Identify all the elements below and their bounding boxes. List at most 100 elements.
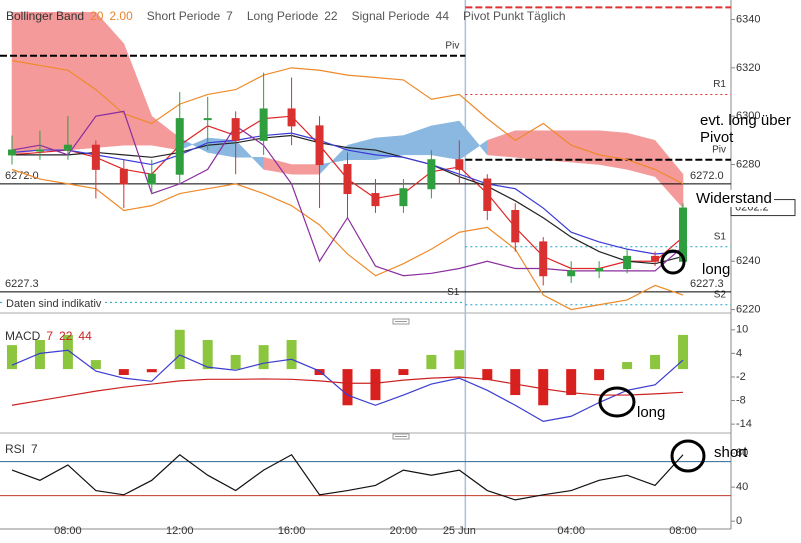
y-tick-label: 0 bbox=[736, 515, 742, 527]
candle-body bbox=[623, 255, 632, 269]
y-tick-label: 40 bbox=[736, 481, 748, 493]
candle-body bbox=[511, 209, 520, 243]
annotation: long bbox=[637, 404, 666, 421]
candle-body bbox=[483, 178, 492, 211]
histogram-bar bbox=[6, 345, 17, 370]
x-tick-label: 12:00 bbox=[166, 525, 194, 537]
candle-body bbox=[7, 149, 16, 156]
y-tick-label: 80 bbox=[736, 447, 748, 459]
y-tick-label: 4 bbox=[736, 347, 742, 359]
candle-body bbox=[455, 159, 464, 170]
legend-name: Pivot Punkt Täglich bbox=[463, 9, 566, 23]
cloud-segment bbox=[598, 130, 628, 170]
candle-body bbox=[651, 255, 660, 262]
histogram-bar bbox=[482, 369, 493, 381]
candle-body bbox=[35, 149, 44, 152]
annotation-circle bbox=[598, 386, 636, 418]
x-tick-label: 08:00 bbox=[54, 525, 82, 537]
legend-name: Signal Periode bbox=[351, 9, 430, 23]
candle-body bbox=[343, 164, 352, 195]
legend-item: Short Periode 7 bbox=[147, 9, 233, 23]
level-label: 6272.0 bbox=[5, 170, 39, 182]
histogram-bar bbox=[174, 329, 185, 370]
panel-title: MACD bbox=[5, 329, 41, 343]
level-label: R1 bbox=[713, 79, 726, 90]
legend-name: Short Periode bbox=[146, 9, 221, 23]
legend-param: 44 bbox=[435, 9, 450, 23]
legend-param: 22 bbox=[324, 9, 338, 23]
level-label: S2 bbox=[714, 289, 727, 300]
candle-body bbox=[371, 193, 380, 207]
y-tick-label: 6240 bbox=[736, 255, 760, 267]
indicator-line bbox=[11, 376, 684, 406]
legend-item: Bollinger Band 20 2.00 bbox=[6, 9, 133, 23]
panel-title: RSI bbox=[5, 442, 26, 456]
indicator-line bbox=[11, 60, 684, 185]
histogram-bar bbox=[258, 345, 269, 370]
histogram-bar bbox=[678, 334, 689, 370]
indicator-line bbox=[11, 168, 684, 311]
panel-label: RSI 7 bbox=[5, 442, 38, 456]
annotation: Widerstand bbox=[694, 190, 774, 207]
legend-item: Pivot Punkt Täglich bbox=[463, 9, 566, 23]
cloud-segment bbox=[431, 120, 460, 161]
level-label: S1 bbox=[447, 287, 460, 298]
panel-param: 44 bbox=[78, 329, 92, 343]
histogram-bar bbox=[286, 340, 297, 370]
histogram-bar bbox=[230, 354, 241, 370]
candle-body bbox=[595, 267, 604, 272]
legend-item: Signal Periode 44 bbox=[352, 9, 449, 23]
y-tick-label: -14 bbox=[736, 418, 752, 430]
y-tick-label: 6280 bbox=[736, 158, 760, 170]
candle-body bbox=[231, 118, 240, 141]
panel-param: 22 bbox=[59, 329, 73, 343]
cloud-segment bbox=[626, 132, 656, 177]
x-tick-label: 04:00 bbox=[557, 525, 585, 537]
level-label: Piv bbox=[445, 40, 459, 51]
x-tick-label: 20:00 bbox=[390, 525, 418, 537]
x-tick-label: 08:00 bbox=[669, 525, 697, 537]
y-tick-label: 6220 bbox=[736, 303, 760, 315]
histogram-bar bbox=[370, 369, 381, 401]
histogram-bar bbox=[342, 369, 353, 406]
histogram-bar bbox=[454, 350, 465, 370]
histogram-bar bbox=[538, 369, 549, 406]
candle-body bbox=[119, 168, 128, 185]
histogram-bar bbox=[118, 369, 129, 375]
candle-body bbox=[567, 270, 576, 277]
y-tick-label: 6300 bbox=[736, 110, 760, 122]
annotation: short bbox=[714, 444, 748, 461]
candle-body bbox=[63, 144, 72, 151]
indicator-legend: Bollinger Band 20 2.00 Short Periode 7 Long P… bbox=[6, 9, 580, 23]
disclaimer: Daten sind indikativ bbox=[3, 298, 105, 310]
cloud-segment bbox=[39, 12, 69, 151]
y-tick-label: 6340 bbox=[736, 13, 760, 25]
x-tick-label: 25 Jun bbox=[443, 525, 476, 537]
cloud-segment bbox=[67, 12, 97, 151]
y-tick-label: 10 bbox=[736, 324, 748, 336]
candle-body bbox=[175, 118, 184, 175]
candle-body bbox=[539, 241, 548, 277]
candle-body bbox=[287, 108, 296, 127]
candle-body bbox=[427, 159, 436, 190]
candle-body bbox=[399, 188, 408, 207]
panel-grip[interactable] bbox=[392, 433, 410, 440]
panel-grip[interactable] bbox=[392, 318, 410, 325]
cloud-segment bbox=[291, 164, 320, 175]
indicator-line bbox=[11, 134, 684, 265]
histogram-bar bbox=[510, 369, 521, 396]
annotation-circle bbox=[670, 439, 706, 473]
histogram-bar bbox=[62, 334, 73, 370]
histogram-bar bbox=[90, 360, 101, 370]
y-tick-label: -2 bbox=[736, 371, 746, 383]
histogram-bar bbox=[594, 369, 605, 381]
histogram-bar bbox=[566, 369, 577, 396]
cloud-segment bbox=[654, 139, 684, 209]
level-label: 6227.3 bbox=[5, 278, 39, 290]
level-label: 6272.0 bbox=[690, 170, 724, 182]
cloud-segment bbox=[515, 130, 544, 160]
indicator-line bbox=[11, 453, 684, 501]
histogram-bar bbox=[202, 340, 213, 370]
